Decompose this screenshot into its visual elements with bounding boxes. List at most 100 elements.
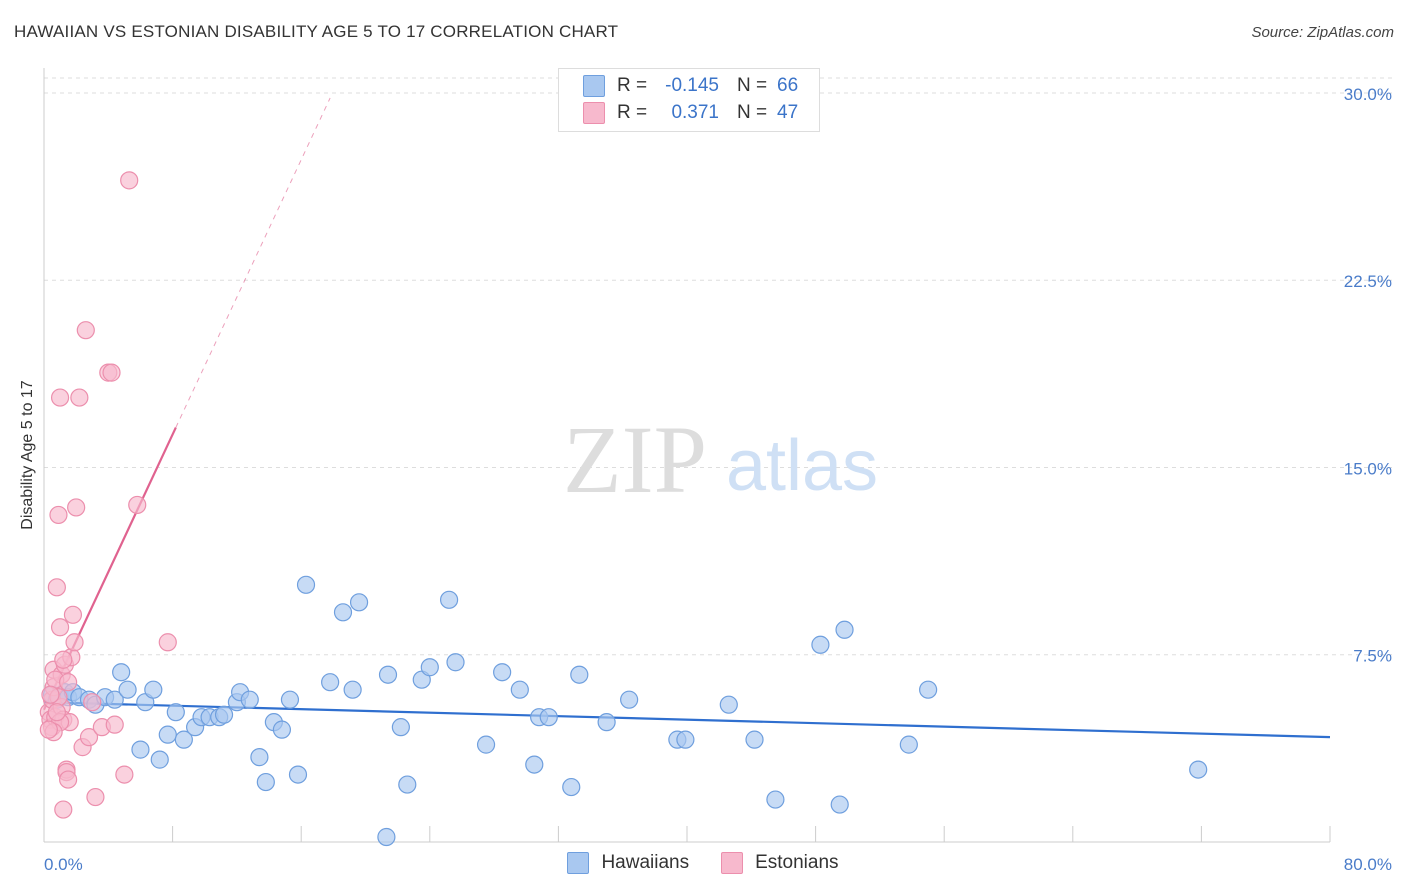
hawaiian-point: [476, 735, 496, 754]
hawaiian-trend-line: [43, 701, 1331, 739]
hawaiian-point: [166, 703, 185, 722]
y-tick-label: 15.0%: [1344, 459, 1392, 478]
hawaiian-point: [420, 658, 439, 677]
hawaiian-point: [510, 680, 529, 699]
hawaiian-point: [240, 690, 259, 709]
hawaiian-point: [830, 795, 849, 814]
hawaiian-point: [562, 777, 581, 797]
series-legend: Hawaiians Estonians: [0, 852, 1406, 874]
hawaiian-point: [439, 590, 459, 609]
hawaiian-point: [296, 575, 316, 594]
legend-n-value: 47: [777, 102, 799, 123]
x-tick-label: 80.0%: [1344, 855, 1392, 874]
estonian-point: [50, 618, 70, 637]
estonian-point: [39, 720, 58, 739]
hawaiian-point: [391, 718, 410, 737]
hawaiian-point: [377, 827, 396, 847]
hawaiian-point: [570, 665, 589, 684]
legend-r-value: 0.371: [671, 102, 719, 123]
estonian-point: [65, 633, 84, 652]
legend-r-label: R =: [617, 102, 648, 123]
estonian-point: [50, 388, 70, 407]
series-legend-estonians: Estonians: [721, 852, 839, 874]
x-tick-label: 0.0%: [44, 855, 83, 874]
estonian-point: [115, 765, 134, 784]
hawaiian-point: [398, 775, 417, 794]
hawaiian-point: [539, 708, 558, 727]
legend-n-label: N =: [737, 75, 768, 96]
estonian-point: [79, 728, 99, 747]
hawaiian-point: [343, 680, 362, 699]
series-swatch-hawaiians: [567, 852, 590, 874]
estonian-point: [59, 770, 78, 789]
hawaiian-point: [288, 765, 308, 784]
y-tick-label: 22.5%: [1344, 272, 1392, 291]
y-tick-label: 30.0%: [1344, 85, 1392, 104]
series-swatch-estonians: [721, 852, 744, 874]
estonian-point: [158, 633, 177, 652]
hawaiian-point: [150, 750, 169, 769]
estonian-point: [105, 715, 124, 734]
hawaiian-point: [919, 680, 938, 699]
estonian-point: [63, 605, 83, 624]
legend-swatch-hawaiians: [583, 75, 605, 97]
watermark-atlas: atlas: [726, 426, 878, 506]
estonian-point: [49, 505, 68, 525]
y-tick-label: 7.5%: [1353, 647, 1392, 666]
hawaiian-point: [333, 603, 353, 622]
hawaiian-point: [811, 635, 830, 654]
estonian-point: [120, 171, 139, 190]
hawaiian-point: [112, 663, 131, 682]
chart-title: HAWAIIAN VS ESTONIAN DISABILITY AGE 5 TO…: [14, 22, 619, 41]
hawaiian-point: [597, 713, 616, 732]
source-label: Source: ZipAtlas.com: [1251, 24, 1394, 41]
legend-r-label: R =: [617, 75, 648, 96]
hawaiian-point: [280, 690, 300, 709]
series-legend-hawaiians: Hawaiians: [567, 852, 689, 874]
hawaiian-point: [158, 725, 177, 744]
hawaiian-point: [676, 730, 695, 749]
hawaiian-point: [378, 665, 398, 684]
estonian-point: [47, 703, 66, 722]
hawaiian-point: [214, 705, 234, 724]
series-label-hawaiians: Hawaiians: [601, 852, 690, 873]
estonian-point: [102, 363, 121, 382]
estonian-point: [47, 578, 66, 597]
gridlines: [44, 77, 1392, 656]
hawaiian-point: [719, 695, 738, 714]
hawaiian-point: [321, 673, 340, 692]
hawaiian-point: [525, 755, 544, 774]
estonian-point: [41, 685, 60, 704]
hawaiian-point: [349, 593, 369, 612]
hawaiian-point: [493, 663, 512, 682]
hawaiian-point: [174, 730, 193, 749]
legend-n-value: 66: [777, 75, 799, 96]
hawaiian-point: [835, 620, 854, 639]
data-points: [39, 171, 1208, 847]
estonian-point: [59, 673, 78, 692]
estonian-point: [76, 321, 95, 340]
hawaiian-point: [1189, 760, 1208, 779]
correlation-legend: R = -0.145 N = 66 R = 0.371 N = 47: [558, 68, 820, 132]
legend-row-estonians: R = 0.371 N = 47: [583, 101, 798, 125]
legend-swatch-estonians: [583, 102, 605, 124]
estonian-point: [54, 650, 73, 669]
estonian-point: [54, 800, 73, 819]
hawaiian-point: [118, 680, 137, 699]
hawaiian-point: [446, 653, 465, 672]
hawaiian-point: [272, 720, 292, 739]
legend-row-hawaiians: R = -0.145 N = 66: [583, 74, 798, 98]
hawaiian-point: [144, 680, 163, 699]
watermark-zip: ZIP: [563, 406, 707, 513]
hawaiian-point: [766, 790, 785, 809]
hawaiian-point: [899, 735, 918, 754]
tick-labels: 7.5% 15.0% 22.5% 30.0% 0.0% 80.0%: [44, 85, 1392, 874]
estonian-point: [128, 495, 147, 515]
hawaiian-point: [256, 772, 275, 792]
estonian-point: [67, 498, 86, 517]
trend-line-extension: [175, 97, 331, 428]
estonian-point: [70, 388, 89, 407]
hawaiian-point: [105, 690, 124, 709]
hawaiian-point: [620, 690, 639, 709]
